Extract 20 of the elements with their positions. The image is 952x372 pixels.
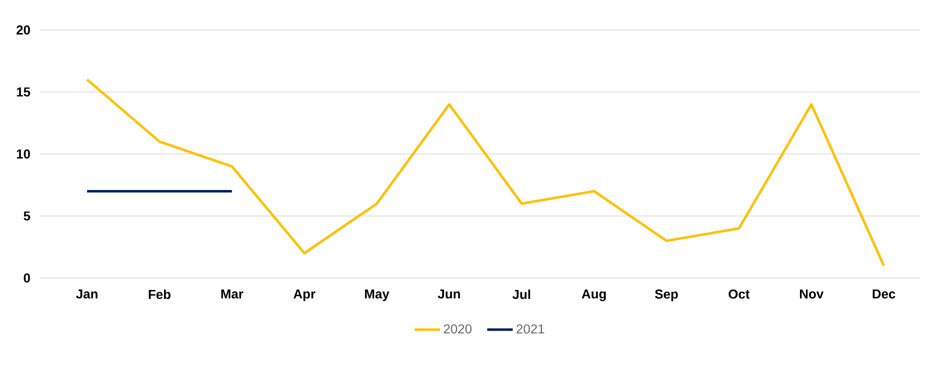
x-tick-label: Aug (582, 289, 606, 302)
y-tick-label: 10 (16, 149, 30, 159)
y-tick-label: 0 (24, 273, 30, 283)
x-tick-label: Sep (655, 289, 678, 302)
x-tick-label: Mar (221, 289, 244, 299)
x-tick-label: Feb (148, 289, 170, 299)
y-tick-label: 5 (24, 211, 30, 221)
x-tick-label: Dec (872, 289, 896, 299)
x-tick-label: Apr (294, 289, 316, 302)
x-tick-label: Nov (800, 289, 824, 299)
y-tick-label: 20 (16, 25, 30, 35)
x-tick-label: May (365, 289, 390, 302)
x-tick-label: Oct (728, 289, 750, 299)
y-tick-label: 15 (16, 87, 30, 97)
x-tick-label: Jul (512, 289, 530, 299)
legend-label: 2021 (516, 324, 544, 334)
line-series (86, 78, 886, 267)
legend-label: 2020 (444, 324, 472, 334)
x-tick-label: Jun (438, 289, 460, 299)
x-tick-label: Jan (76, 289, 98, 299)
